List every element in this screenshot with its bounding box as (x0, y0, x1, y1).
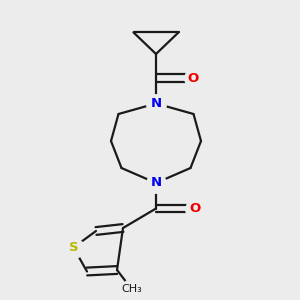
Text: S: S (69, 241, 78, 254)
Text: O: O (188, 71, 199, 85)
Text: N: N (150, 97, 162, 110)
Text: CH₃: CH₃ (122, 284, 142, 295)
Text: N: N (150, 176, 162, 190)
Text: O: O (189, 202, 201, 215)
